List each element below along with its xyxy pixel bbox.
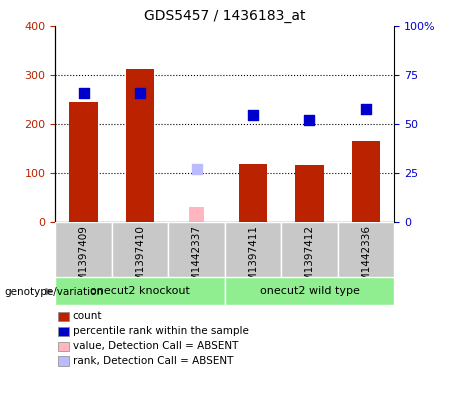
Text: rank, Detection Call = ABSENT: rank, Detection Call = ABSENT [73, 356, 233, 366]
Bar [70, 102, 98, 222]
Bar [239, 164, 267, 222]
Text: GSM1397409: GSM1397409 [78, 225, 89, 295]
Text: value, Detection Call = ABSENT: value, Detection Call = ABSENT [73, 341, 238, 351]
Bar [168, 222, 225, 277]
Bar [58, 327, 69, 336]
Point [80, 90, 87, 96]
Point [362, 106, 370, 112]
Bar [58, 342, 69, 351]
Bar [112, 222, 168, 277]
Bar [281, 222, 337, 277]
Bar [225, 277, 394, 305]
Point [193, 166, 200, 172]
Text: onecut2 wild type: onecut2 wild type [260, 286, 360, 296]
Bar [58, 312, 69, 321]
Bar [352, 141, 380, 222]
Bar [55, 222, 112, 277]
Text: onecut2 knockout: onecut2 knockout [90, 286, 190, 296]
Bar [58, 356, 69, 366]
Text: genotype/variation: genotype/variation [5, 286, 104, 297]
Text: percentile rank within the sample: percentile rank within the sample [73, 326, 249, 336]
Bar [55, 277, 225, 305]
Text: GSM1397412: GSM1397412 [304, 225, 314, 295]
Point [249, 112, 257, 118]
Bar [225, 222, 281, 277]
Text: GSM1397411: GSM1397411 [248, 225, 258, 295]
Bar [189, 207, 204, 222]
Point [136, 90, 144, 96]
Bar [337, 222, 394, 277]
Bar [126, 69, 154, 222]
Title: GDS5457 / 1436183_at: GDS5457 / 1436183_at [144, 9, 306, 23]
Text: GSM1442337: GSM1442337 [191, 225, 201, 295]
Text: GSM1397410: GSM1397410 [135, 225, 145, 295]
Bar [296, 165, 324, 222]
Text: GSM1442336: GSM1442336 [361, 225, 371, 295]
Text: count: count [73, 311, 102, 321]
Point [306, 117, 313, 123]
